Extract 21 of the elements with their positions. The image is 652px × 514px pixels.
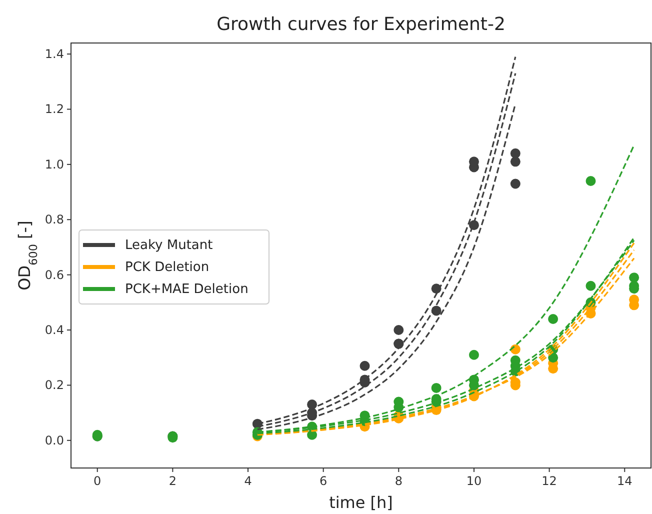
y-tick-label: 0.4 (44, 323, 64, 338)
x-tick-label: 12 (542, 474, 557, 488)
y-tick-label: 1.0 (44, 157, 64, 172)
legend-label: PCK+MAE Deletion (125, 282, 248, 297)
y-tick-label: 1.4 (44, 47, 64, 62)
chart-title: Growth curves for Experiment-2 (216, 14, 506, 35)
x-tick-label: 8 (394, 474, 402, 488)
legend-label: Leaky Mutant (125, 238, 213, 253)
y-tick-label: 0.0 (44, 433, 64, 448)
x-tick-label: 4 (244, 474, 252, 488)
x-tick-label: 14 (616, 474, 632, 488)
y-tick-label: 0.2 (44, 378, 64, 392)
x-tick-label: 2 (168, 474, 177, 488)
x-tick-label: 0 (94, 474, 102, 488)
legend-label: PCK Deletion (125, 260, 210, 275)
x-tick-label: 6 (320, 474, 328, 488)
x-axis-title: time [h] (329, 493, 393, 512)
y-tick-label: 1.2 (44, 102, 64, 116)
x-tick-label: 10 (466, 474, 482, 488)
y-tick-label: 0.6 (44, 268, 64, 282)
y-tick-label: 0.8 (44, 212, 64, 227)
